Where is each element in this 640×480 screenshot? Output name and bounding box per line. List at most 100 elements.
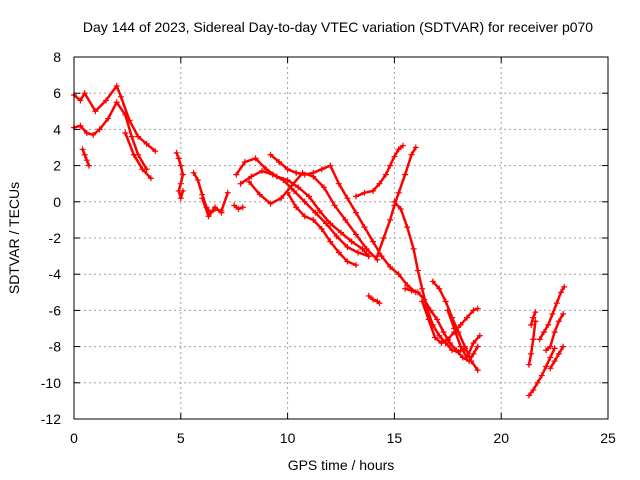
- series-sat-t: [444, 307, 483, 361]
- x-tick-label: 0: [70, 430, 78, 446]
- data-point: [545, 321, 552, 328]
- data-point: [555, 350, 562, 357]
- series-line: [376, 146, 418, 258]
- data-point: [252, 155, 259, 162]
- data-point: [470, 307, 477, 314]
- data-point: [528, 350, 535, 357]
- data-point: [77, 122, 84, 129]
- data-point: [412, 144, 419, 151]
- data-point: [239, 204, 246, 211]
- series-sat-i: [233, 155, 372, 260]
- data-point: [442, 298, 449, 305]
- y-tick-label: -2: [49, 230, 62, 246]
- x-tick-label: 25: [600, 430, 616, 446]
- data-point: [474, 367, 481, 374]
- data-point: [177, 162, 184, 169]
- data-point: [190, 169, 197, 176]
- y-tick-label: -8: [49, 339, 62, 355]
- data-point: [402, 285, 409, 292]
- series-line: [431, 280, 479, 372]
- data-point: [81, 90, 88, 97]
- data-point: [211, 204, 218, 211]
- data-point: [444, 307, 451, 314]
- data-point: [547, 354, 554, 361]
- data-point: [370, 296, 377, 303]
- x-tick-label: 5: [177, 430, 185, 446]
- y-tick-label: 6: [53, 85, 61, 101]
- series-sat-u: [365, 292, 383, 307]
- data-point: [376, 180, 383, 187]
- data-point: [248, 173, 255, 180]
- data-point: [256, 191, 263, 198]
- data-point: [327, 238, 334, 245]
- data-point: [284, 166, 291, 173]
- data-point: [399, 142, 406, 149]
- data-point: [122, 111, 129, 118]
- data-point: [235, 206, 242, 213]
- data-point: [560, 311, 567, 318]
- data-point: [79, 146, 86, 153]
- data-point: [551, 345, 558, 352]
- data-point: [128, 133, 135, 140]
- data-point: [561, 283, 568, 290]
- data-point: [152, 148, 159, 155]
- data-point: [105, 115, 112, 122]
- data-point: [327, 162, 334, 169]
- data-point: [280, 177, 287, 184]
- data-point: [355, 249, 362, 256]
- data-point: [361, 224, 368, 231]
- data-point: [468, 358, 475, 365]
- series-line: [367, 294, 381, 305]
- y-tick-label: 4: [53, 121, 61, 137]
- data-point: [438, 339, 445, 346]
- data-point: [560, 343, 567, 350]
- series-sat-l: [267, 151, 419, 296]
- series-line: [124, 131, 153, 180]
- data-point: [320, 184, 327, 191]
- axis-ticks: [73, 56, 609, 420]
- data-point: [348, 238, 355, 245]
- data-point: [331, 202, 338, 209]
- data-point: [352, 193, 359, 200]
- data-point: [278, 195, 285, 202]
- data-point: [318, 166, 325, 173]
- series-sat-d: [122, 130, 154, 182]
- y-tick-label: 8: [53, 49, 61, 65]
- series-line: [200, 196, 223, 218]
- data-point: [408, 151, 415, 158]
- data-point: [293, 169, 300, 176]
- data-point: [551, 358, 558, 365]
- data-point: [534, 379, 541, 386]
- data-point: [83, 130, 90, 137]
- series-line: [81, 148, 91, 167]
- data-point: [464, 354, 471, 361]
- data-point: [175, 155, 182, 162]
- series-line: [269, 153, 418, 294]
- data-point: [397, 206, 404, 213]
- data-point: [267, 151, 274, 158]
- chart-title: Day 144 of 2023, Sidereal Day-to-day VTE…: [83, 19, 593, 35]
- series-sat-x: [528, 309, 539, 328]
- data-point: [549, 311, 556, 318]
- data-point: [453, 347, 460, 354]
- data-point: [288, 182, 295, 189]
- data-point: [352, 231, 359, 238]
- data-point: [370, 238, 377, 245]
- series-line: [235, 157, 371, 258]
- data-point: [335, 180, 342, 187]
- data-point: [414, 289, 421, 296]
- data-point: [395, 271, 402, 278]
- data-point: [233, 171, 240, 178]
- data-point: [363, 245, 370, 252]
- x-axis-label: GPS time / hours: [288, 457, 395, 473]
- series-sat-c: [79, 146, 92, 169]
- data-point: [338, 229, 344, 236]
- data-point: [199, 195, 206, 202]
- data-point: [113, 99, 120, 106]
- data-point: [194, 177, 201, 184]
- data-point: [410, 245, 417, 252]
- data-point: [301, 213, 308, 220]
- data-point: [380, 235, 387, 241]
- data-point: [173, 149, 180, 156]
- data-point: [387, 263, 394, 270]
